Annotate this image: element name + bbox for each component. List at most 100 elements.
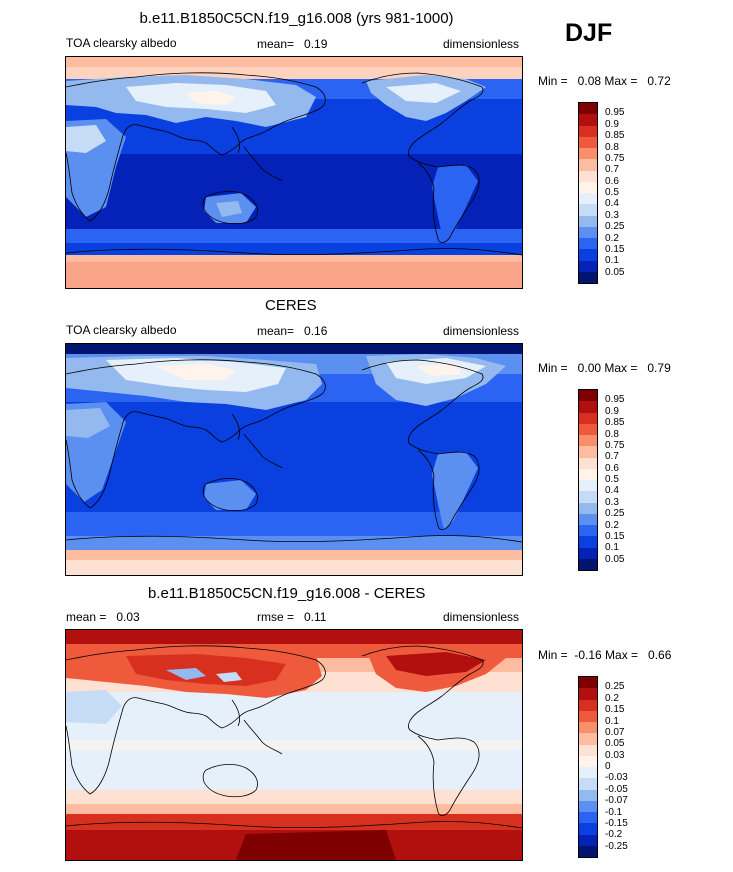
colorbar-segment	[579, 226, 597, 238]
colorbar-segment	[579, 845, 597, 857]
colorbar-segment	[579, 744, 597, 756]
colorbar-segment	[579, 468, 597, 480]
colorbar-segment	[579, 457, 597, 469]
colorbar-segment	[579, 435, 597, 447]
panel2-minmax: Min = 0.00 Max = 0.79	[538, 361, 671, 375]
panel2-variable-label: TOA clearsky albedo	[66, 323, 177, 337]
colorbar-tick-label: 0.1	[605, 715, 619, 727]
colorbar-segment	[579, 170, 597, 182]
colorbar-segment	[579, 812, 597, 824]
colorbar-tick-label: 0.4	[605, 485, 619, 497]
colorbar-segment	[579, 502, 597, 514]
colorbar-segment	[579, 412, 597, 424]
colorbar-segment	[579, 238, 597, 250]
colorbar-segment	[579, 789, 597, 801]
colorbar-segment	[579, 401, 597, 413]
colorbar-tick-label: 0.3	[605, 209, 619, 221]
colorbar-segment	[579, 103, 597, 115]
colorbar-segment	[579, 800, 597, 812]
panel3-colorbar	[578, 676, 598, 858]
panel1-units-label: dimensionless	[443, 37, 520, 51]
colorbar-tick-label: 0.15	[605, 530, 625, 542]
panel1-minmax: Min = 0.08 Max = 0.72	[538, 74, 671, 88]
colorbar-tick-label: 0.15	[605, 243, 625, 255]
panel1-variable-label: TOA clearsky albedo	[66, 36, 177, 50]
colorbar-segment	[579, 722, 597, 734]
panel1-map	[65, 56, 523, 289]
colorbar-tick-label: 0.95	[605, 107, 625, 119]
colorbar-segment	[579, 733, 597, 745]
colorbar-tick-label: 0.2	[605, 692, 619, 704]
colorbar-tick-label: 0.85	[605, 417, 625, 429]
colorbar-segment	[579, 271, 597, 283]
colorbar-tick-label: 0.2	[605, 232, 619, 244]
colorbar-tick-label: 0.9	[605, 405, 619, 417]
colorbar-segment	[579, 390, 597, 402]
colorbar-segment	[579, 136, 597, 148]
colorbar-segment	[579, 677, 597, 689]
colorbar-tick-label: -0.1	[605, 806, 623, 818]
colorbar-tick-label: 0.5	[605, 187, 619, 198]
colorbar-segment	[579, 480, 597, 492]
colorbar-tick-label: -0.05	[605, 783, 628, 795]
colorbar-tick-label: 0.8	[605, 141, 619, 153]
colorbar-segment	[579, 148, 597, 160]
colorbar-tick-label: 0.75	[605, 152, 625, 164]
colorbar-segment	[579, 688, 597, 700]
colorbar-segment	[579, 260, 597, 272]
colorbar-segment	[579, 159, 597, 171]
colorbar-tick-label: 0.4	[605, 198, 619, 210]
colorbar-segment	[579, 778, 597, 790]
colorbar-tick-label: -0.03	[605, 772, 628, 784]
panel3-units-label: dimensionless	[443, 610, 520, 624]
colorbar-segment	[579, 834, 597, 846]
panel1-mean-label: mean= 0.19	[257, 37, 328, 51]
panel1-colorbar	[578, 102, 598, 284]
colorbar-tick-label: 0.75	[605, 439, 625, 451]
colorbar-tick-label: 0.25	[605, 221, 625, 233]
panel3-rmse-label: rmse = 0.11	[257, 610, 327, 624]
colorbar-tick-label: 0.07	[605, 726, 625, 738]
colorbar-segment	[579, 767, 597, 779]
panel2-colorbar	[578, 389, 598, 571]
colorbar-segment	[579, 491, 597, 503]
colorbar-tick-label: 0.25	[605, 508, 625, 520]
colorbar-tick-label: 0.8	[605, 428, 619, 440]
colorbar-tick-label: 0.9	[605, 118, 619, 130]
panel2-map	[65, 343, 523, 576]
colorbar-segment	[579, 249, 597, 261]
colorbar-tick-label: 0.2	[605, 519, 619, 531]
colorbar-tick-label: 0.05	[605, 553, 625, 565]
colorbar-segment	[579, 710, 597, 722]
colorbar-tick-label: 0.15	[605, 704, 625, 716]
panel1-title: b.e11.B1850C5CN.f19_g16.008 (yrs 981-100…	[139, 10, 454, 27]
colorbar-tick-label: 0.05	[605, 266, 625, 278]
colorbar-segment	[579, 423, 597, 435]
colorbar-segment	[579, 446, 597, 458]
colorbar-segment	[579, 114, 597, 126]
panel2-mean-label: mean= 0.16	[257, 324, 328, 338]
colorbar-tick-label: -0.15	[605, 817, 628, 829]
colorbar-segment	[579, 547, 597, 559]
colorbar-tick-label: 0.6	[605, 175, 619, 187]
colorbar-segment	[579, 699, 597, 711]
colorbar-segment	[579, 755, 597, 767]
panel3-mean-label: mean = 0.03	[66, 610, 140, 624]
colorbar-tick-label: 0.3	[605, 496, 619, 508]
colorbar-segment	[579, 193, 597, 205]
panel3-minmax: Min = -0.16 Max = 0.66	[538, 648, 672, 662]
season-label: DJF	[565, 19, 613, 47]
colorbar-tick-label: 0.5	[605, 474, 619, 485]
colorbar-tick-label: 0.85	[605, 130, 625, 142]
colorbar-tick-label: 0.25	[605, 681, 625, 693]
colorbar-tick-label: -0.25	[605, 840, 628, 852]
colorbar-segment	[579, 525, 597, 537]
colorbar-tick-label: -0.2	[605, 829, 623, 841]
colorbar-segment	[579, 536, 597, 548]
colorbar-tick-label: 0.05	[605, 738, 625, 750]
colorbar-tick-label: -0.07	[605, 795, 628, 807]
colorbar-tick-label: 0.95	[605, 394, 625, 406]
panel3-title: b.e11.B1850C5CN.f19_g16.008 - CERES	[148, 585, 426, 602]
colorbar-segment	[579, 204, 597, 216]
colorbar-segment	[579, 823, 597, 835]
